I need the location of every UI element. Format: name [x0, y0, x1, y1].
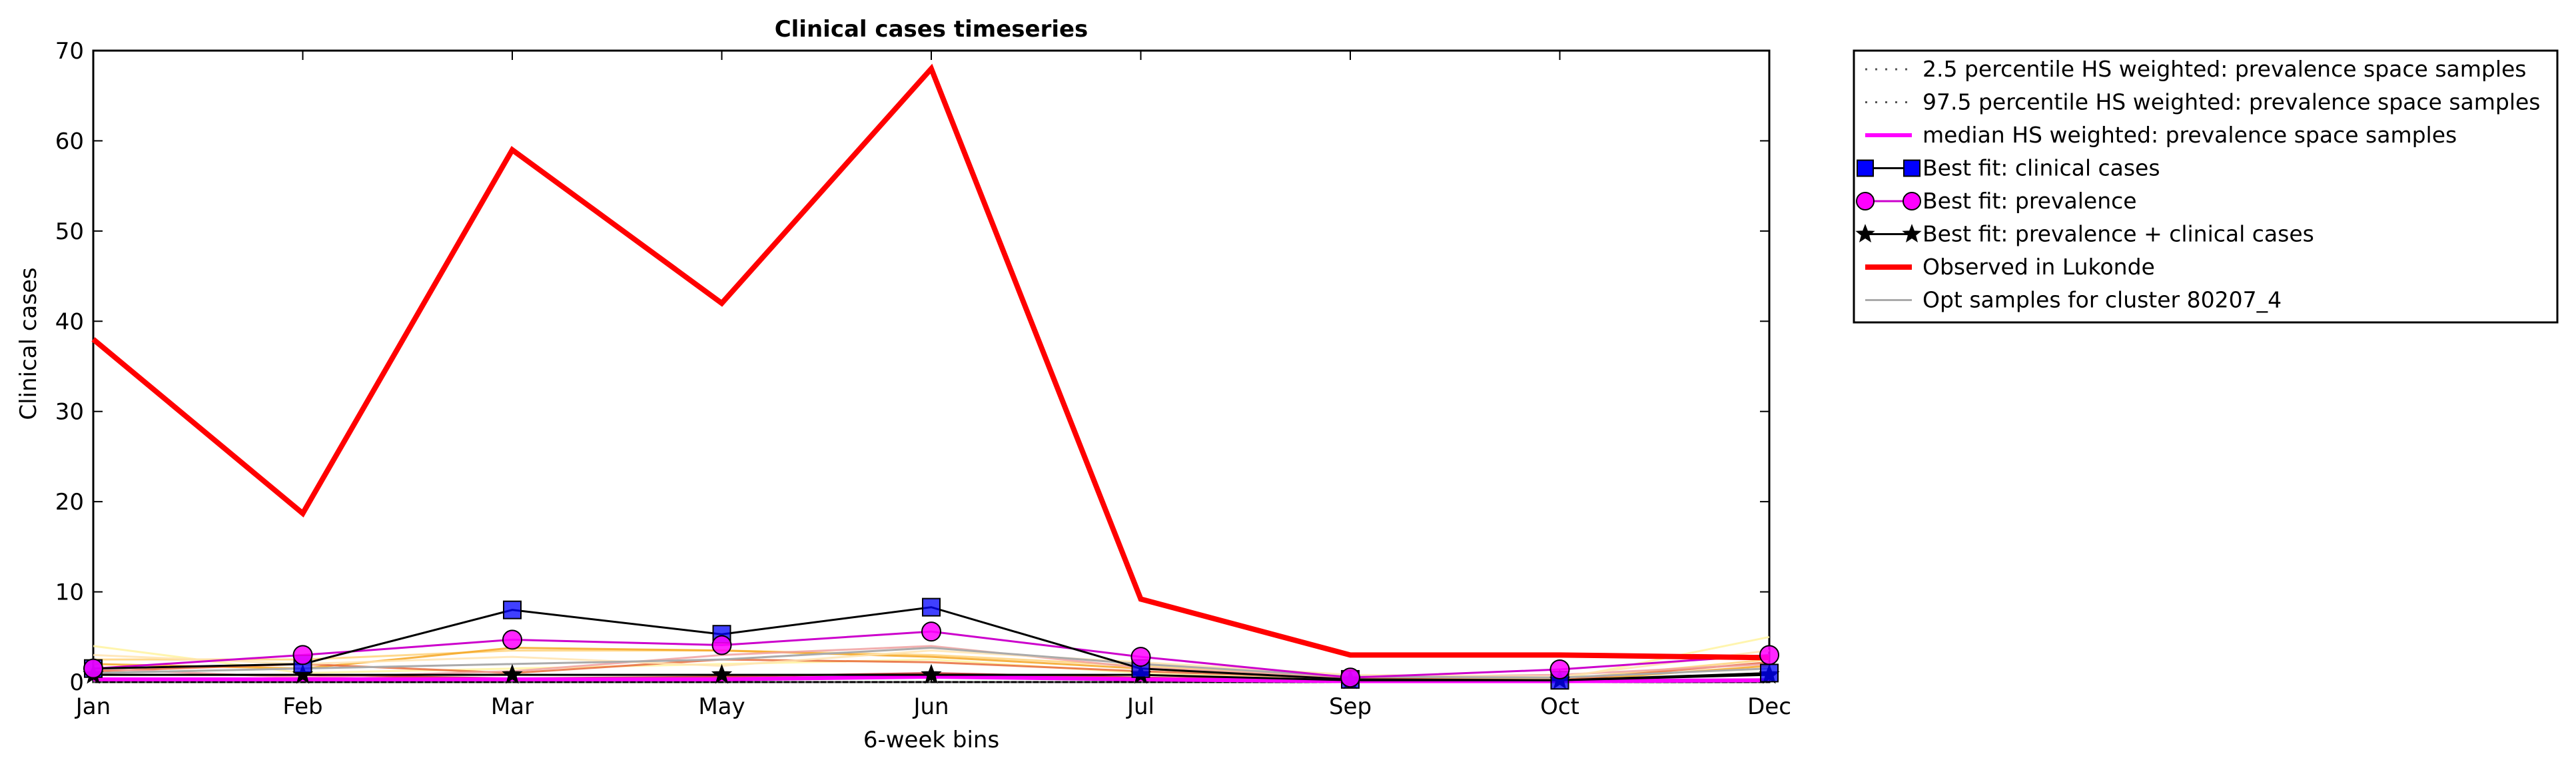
- y-tick-label: 40: [55, 308, 84, 335]
- legend-item: Observed in Lukonde: [1865, 254, 2155, 280]
- best-fit-prevalence-marker: [711, 635, 732, 655]
- y-tick-label: 10: [55, 579, 84, 606]
- legend-label: median HS weighted: prevalence space sam…: [1923, 122, 2457, 148]
- y-tick-label: 20: [55, 489, 84, 516]
- legend-item: 2.5 percentile HS weighted: prevalence s…: [1865, 56, 2527, 82]
- series-line-opt-samples: [93, 647, 1770, 679]
- series-markers: [83, 597, 1780, 690]
- best-fit-prevalence-marker: [921, 621, 941, 642]
- best-fit-clinical-marker: [503, 600, 522, 619]
- best-fit-prevalence-marker: [83, 658, 103, 679]
- best-fit-prevalence-marker: [1759, 645, 1779, 665]
- legend-item: median HS weighted: prevalence space sam…: [1865, 122, 2457, 148]
- legend-marker: [1855, 224, 1875, 242]
- legend-label: Opt samples for cluster 80207_4: [1923, 287, 2282, 313]
- y-tick-label: 50: [55, 218, 84, 245]
- legend-marker: [1856, 192, 1875, 210]
- y-tick-label: 70: [55, 38, 84, 65]
- legend-marker: [1903, 159, 1921, 177]
- x-tick-label: Oct: [1540, 693, 1579, 720]
- x-tick-label: Feb: [282, 693, 322, 720]
- legend-label: Best fit: prevalence + clinical cases: [1923, 221, 2314, 247]
- legend-marker: [1903, 192, 1921, 210]
- legend-item: Opt samples for cluster 80207_4: [1865, 287, 2282, 313]
- x-axis-label: 6-week bins: [863, 727, 999, 753]
- y-tick-label: 0: [69, 669, 84, 696]
- best-fit-prevalence-marker: [1130, 647, 1151, 667]
- legend-frame: [1853, 49, 2559, 324]
- x-tick-label: Jun: [912, 693, 949, 720]
- y-axis-ticks: 0 10 20 30 40 50 60 70: [55, 38, 1769, 696]
- legend: 2.5 percentile HS weighted: prevalence s…: [1853, 49, 2559, 324]
- legend-marker: [1857, 159, 1874, 177]
- best-fit-prevalence-marker: [1340, 667, 1360, 688]
- best-fit-combined-marker: [502, 663, 523, 684]
- legend-label: 2.5 percentile HS weighted: prevalence s…: [1923, 56, 2527, 82]
- legend-marker: [1902, 224, 1922, 242]
- best-fit-clinical-marker: [922, 597, 941, 617]
- legend-item: Best fit: prevalence: [1856, 188, 2137, 214]
- chart-title: Clinical cases timeseries: [775, 16, 1088, 43]
- best-fit-prevalence-marker: [1549, 659, 1570, 680]
- y-tick-label: 60: [55, 128, 84, 155]
- series-line-observed: [91, 63, 1770, 661]
- opt-sample-line: [93, 649, 1770, 678]
- series-lines: [91, 63, 1770, 683]
- x-tick-label: Jan: [75, 693, 111, 720]
- legend-item: Best fit: prevalence + clinical cases: [1855, 221, 2314, 247]
- best-fit-combined-marker: [921, 663, 942, 684]
- legend-label: Observed in Lukonde: [1923, 254, 2155, 280]
- y-tick-label: 30: [55, 399, 84, 426]
- x-axis-ticks: Jan Feb Mar May Jun Jul Sep Oct Dec: [75, 51, 1791, 720]
- x-tick-label: Mar: [491, 693, 534, 720]
- plot-area-frame: [92, 49, 1771, 683]
- best-fit-clinical-marker: [1760, 663, 1779, 683]
- legend-label: Best fit: prevalence: [1923, 188, 2137, 214]
- best-fit-prevalence-marker: [292, 645, 313, 665]
- x-tick-label: May: [698, 693, 745, 720]
- x-tick-label: Dec: [1747, 693, 1791, 720]
- legend-item: Best fit: clinical cases: [1857, 155, 2160, 181]
- legend-label: Best fit: clinical cases: [1923, 155, 2160, 181]
- x-tick-label: Jul: [1126, 693, 1154, 720]
- x-tick-label: Sep: [1329, 693, 1372, 720]
- legend-item: 97.5 percentile HS weighted: prevalence …: [1865, 89, 2541, 115]
- legend-label: 97.5 percentile HS weighted: prevalence …: [1923, 89, 2541, 115]
- best-fit-prevalence-marker: [502, 629, 522, 650]
- y-axis-label: Clinical cases: [15, 267, 42, 420]
- best-fit-combined-marker: [711, 663, 733, 684]
